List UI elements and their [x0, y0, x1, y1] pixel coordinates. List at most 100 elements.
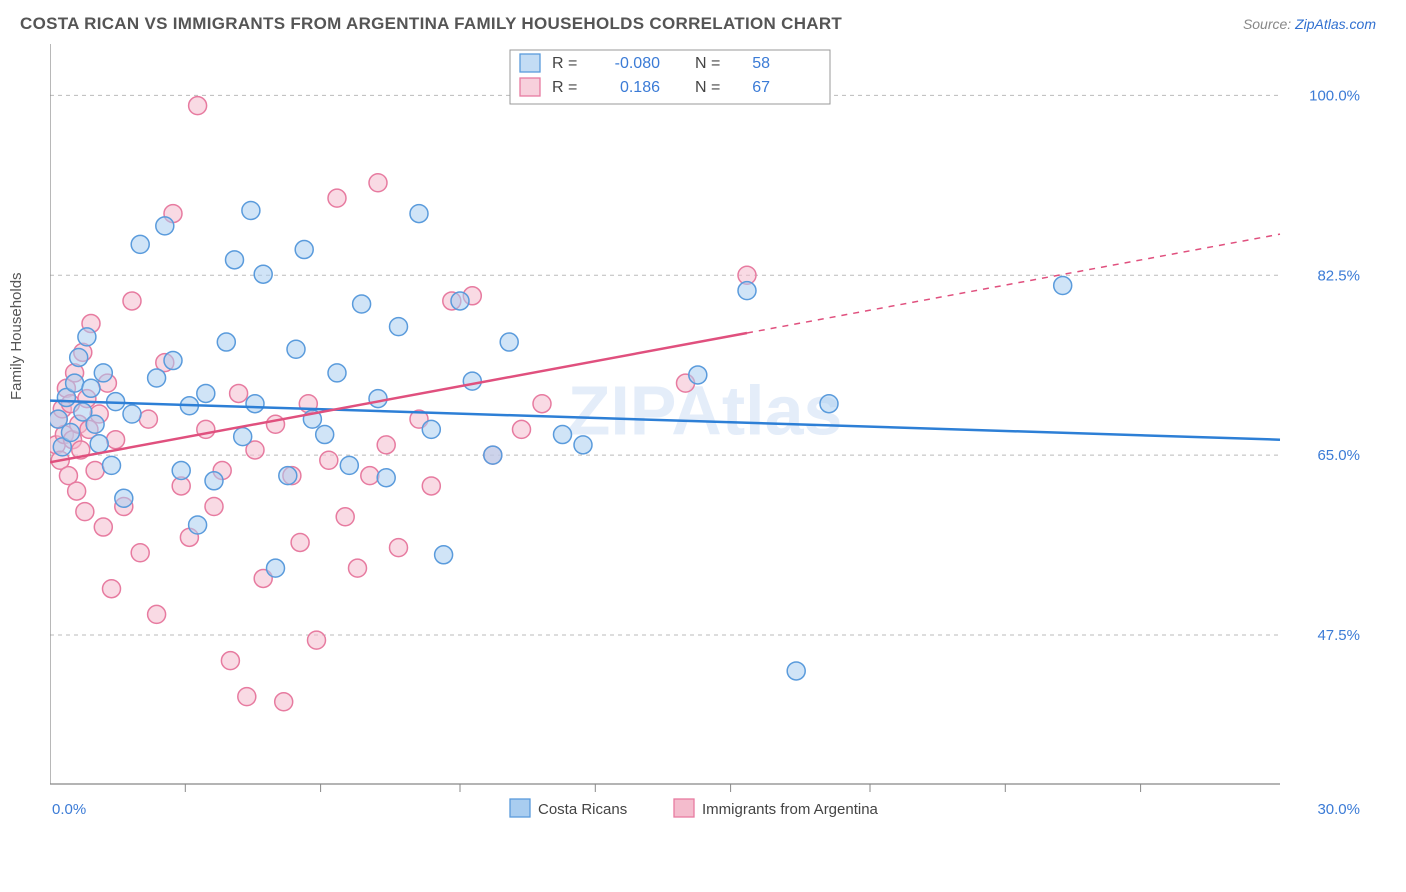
- data-point: [377, 469, 395, 487]
- data-point: [267, 415, 285, 433]
- y-tick-label: 65.0%: [1317, 447, 1360, 464]
- legend-swatch: [520, 54, 540, 72]
- data-point: [336, 508, 354, 526]
- data-point: [316, 426, 334, 444]
- data-point: [189, 516, 207, 534]
- x-tick-label: 30.0%: [1317, 801, 1360, 818]
- data-point: [533, 395, 551, 413]
- data-point: [123, 405, 141, 423]
- data-point: [62, 424, 80, 442]
- data-point: [94, 518, 112, 536]
- data-point: [76, 503, 94, 521]
- data-point: [246, 395, 264, 413]
- legend-r-value: -0.080: [615, 55, 660, 72]
- data-point: [90, 435, 108, 453]
- legend-n-value: 67: [752, 79, 770, 96]
- data-point: [82, 379, 100, 397]
- legend-r-label: R =: [552, 79, 577, 96]
- data-point: [435, 546, 453, 564]
- data-point: [328, 364, 346, 382]
- plot-area: 47.5% 65.0% 82.5% 100.0% 0.0% 30.0% ZIPAtlas R …: [50, 44, 1370, 844]
- data-point: [554, 426, 572, 444]
- data-point: [279, 467, 297, 485]
- data-point: [291, 533, 309, 551]
- data-point: [1054, 277, 1072, 295]
- data-point: [500, 333, 518, 351]
- data-point: [328, 189, 346, 207]
- legend-swatch: [510, 799, 530, 817]
- data-point: [361, 467, 379, 485]
- data-point: [390, 539, 408, 557]
- data-point: [320, 451, 338, 469]
- data-point: [139, 410, 157, 428]
- data-point: [422, 477, 440, 495]
- data-point: [340, 456, 358, 474]
- data-point: [738, 282, 756, 300]
- trend-line-extrap: [747, 234, 1280, 333]
- data-point: [217, 333, 235, 351]
- data-point: [131, 544, 149, 562]
- data-point: [820, 395, 838, 413]
- legend-n-label: N =: [695, 79, 720, 96]
- data-point: [242, 202, 260, 220]
- data-point: [197, 384, 215, 402]
- data-point: [164, 352, 182, 370]
- legend-swatch: [674, 799, 694, 817]
- data-point: [172, 462, 190, 480]
- data-point: [78, 328, 96, 346]
- legend-swatch: [520, 78, 540, 96]
- data-point: [369, 174, 387, 192]
- data-point: [107, 431, 125, 449]
- data-point: [103, 580, 121, 598]
- data-point: [463, 372, 481, 390]
- data-point: [353, 295, 371, 313]
- data-point: [86, 415, 104, 433]
- data-point: [148, 369, 166, 387]
- data-point: [390, 318, 408, 336]
- data-point: [148, 605, 166, 623]
- y-tick-label: 47.5%: [1317, 627, 1360, 644]
- y-tick-label: 100.0%: [1309, 87, 1360, 104]
- data-point: [205, 498, 223, 516]
- legend-series-label: Immigrants from Argentina: [702, 801, 879, 818]
- data-point: [221, 652, 239, 670]
- data-point: [238, 688, 256, 706]
- data-point: [226, 251, 244, 269]
- data-point: [131, 235, 149, 253]
- source-label: Source: ZipAtlas.com: [1243, 16, 1376, 32]
- data-point: [205, 472, 223, 490]
- data-point: [189, 97, 207, 115]
- data-point: [349, 559, 367, 577]
- data-point: [513, 420, 531, 438]
- x-tick-label: 0.0%: [52, 801, 86, 818]
- data-point: [422, 420, 440, 438]
- y-tick-label: 82.5%: [1317, 267, 1360, 284]
- data-point: [287, 340, 305, 358]
- data-point: [86, 462, 104, 480]
- data-point: [689, 366, 707, 384]
- data-point: [254, 265, 272, 283]
- data-point: [267, 559, 285, 577]
- data-point: [68, 482, 86, 500]
- data-point: [275, 693, 293, 711]
- data-point: [94, 364, 112, 382]
- source-link[interactable]: ZipAtlas.com: [1295, 16, 1376, 32]
- legend-series-label: Costa Ricans: [538, 801, 627, 818]
- scatter-chart: 47.5% 65.0% 82.5% 100.0% 0.0% 30.0% ZIPAtlas R …: [50, 44, 1370, 844]
- data-point: [103, 456, 121, 474]
- data-point: [66, 374, 84, 392]
- legend-r-label: R =: [552, 55, 577, 72]
- data-point: [308, 631, 326, 649]
- data-point: [787, 662, 805, 680]
- data-point: [123, 292, 141, 310]
- data-point: [156, 217, 174, 235]
- data-point: [369, 390, 387, 408]
- data-point: [574, 436, 592, 454]
- legend-r-value: 0.186: [620, 79, 660, 96]
- data-point: [410, 205, 428, 223]
- watermark: ZIPAtlas: [568, 372, 843, 450]
- data-point: [484, 446, 502, 464]
- data-point: [295, 241, 313, 259]
- source-prefix: Source:: [1243, 16, 1291, 32]
- data-point: [115, 489, 133, 507]
